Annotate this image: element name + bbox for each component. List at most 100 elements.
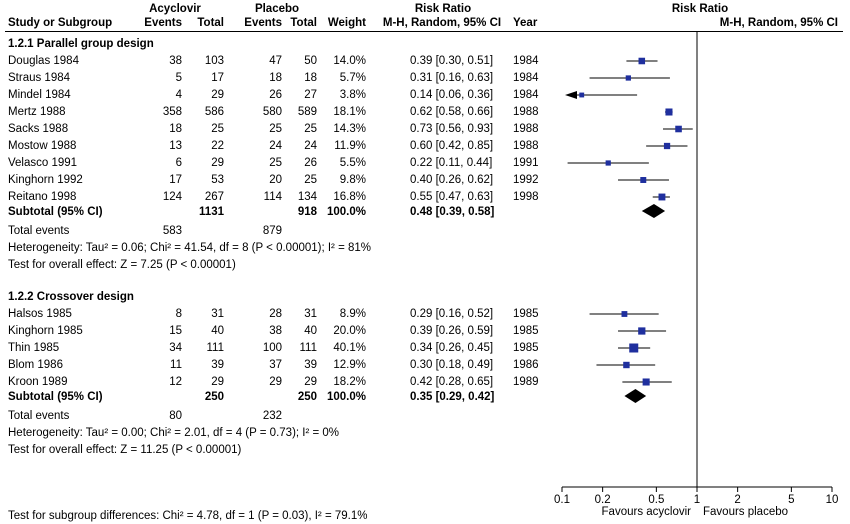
cell-e2: 38 [269,325,282,337]
cell-e1: 5 [175,72,182,84]
header-group1: Acyclovir [149,3,201,15]
cell-e1: 18 [169,123,182,135]
header-group2: Placebo [254,3,300,15]
cell-e1: 4 [175,89,182,101]
subtotal-ci: 0.35 [0.29, 0.42] [410,391,495,403]
cell-name: Halsos 1985 [8,308,72,320]
pooled-diamond [624,389,647,403]
cell-ci: 0.60 [0.42, 0.85] [410,140,494,152]
cell-e1: 34 [169,342,182,354]
cell-e2: 114 [263,191,282,203]
cell-n1: 40 [211,325,224,337]
x-tick-label: 1 [694,494,700,506]
cell-weight: 40.1% [333,342,366,354]
cell-n1: 586 [204,106,224,118]
cell-n1: 25 [211,123,224,135]
point-estimate-square [623,361,630,369]
cell-year: 1984 [513,55,539,67]
cell-ci: 0.55 [0.47, 0.63] [410,191,494,203]
cell-name: Mindel 1984 [8,89,71,101]
header-plot-effect: Risk Ratio [671,3,729,15]
cell-ci: 0.42 [0.28, 0.65] [410,376,494,388]
pooled-diamond [641,204,666,218]
total-events-e1: 80 [169,410,182,422]
favours-left-label: Favours acyclovir [602,506,692,518]
cell-year: 1989 [513,376,539,388]
point-estimate-square [642,378,650,386]
header-plot-method: M-H, Random, 95% CI [719,17,838,29]
header-rule [5,31,843,32]
cell-e2: 28 [269,308,282,320]
cell-ci: 0.39 [0.26, 0.59] [410,325,494,337]
cell-name: Kinghorn 1992 [8,174,83,186]
subtotal-n2: 250 [297,391,317,403]
point-estimate-square [625,75,631,81]
point-estimate-square [621,311,628,317]
cell-n1: 22 [211,140,224,152]
cell-weight: 3.8% [339,89,366,101]
cell-n2: 25 [304,174,317,186]
cell-name: Sacks 1988 [8,123,69,135]
cell-weight: 14.3% [333,123,366,135]
cell-n2: 27 [304,89,317,101]
cell-weight: 14.0% [333,55,366,67]
cell-weight: 9.8% [339,174,366,186]
cell-name: Thin 1985 [8,342,60,354]
cell-year: 1988 [513,140,539,152]
cell-year: 1998 [513,191,539,203]
cell-e2: 25 [269,157,282,169]
x-tick-label: 2 [734,494,740,506]
cell-name: Kinghorn 1985 [8,325,83,337]
cell-ci: 0.30 [0.18, 0.49] [410,359,494,371]
subtotal-n1: 1131 [199,206,224,218]
cell-n2: 39 [304,359,317,371]
cell-weight: 20.0% [333,325,366,337]
cell-year: 1991 [513,157,539,169]
cell-e1: 12 [169,376,182,388]
cell-weight: 18.2% [333,376,366,388]
cell-n1: 29 [211,376,224,388]
point-estimate-square [675,125,682,133]
cell-e2: 18 [269,72,282,84]
cell-e1: 124 [162,191,182,203]
heterogeneity-text: Heterogeneity: Tau² = 0.00; Chi² = 2.01,… [8,427,340,439]
cell-n2: 589 [297,106,317,118]
cell-ci: 0.39 [0.30, 0.51] [410,55,494,67]
cell-year: 1992 [513,174,539,186]
point-estimate-square [638,57,646,65]
cell-e1: 38 [169,55,182,67]
total-events-label: Total events [8,225,70,237]
subtotal-n2: 918 [297,206,317,218]
header-weight: Weight [327,17,366,29]
point-estimate-square [629,343,639,353]
subgroup-title: 1.2.1 Parallel group design [8,38,154,50]
cell-year: 1985 [513,325,539,337]
total-events-e2: 879 [262,225,282,237]
cell-ci: 0.29 [0.16, 0.52] [410,308,494,320]
cell-n2: 18 [304,72,317,84]
cell-e2: 26 [269,89,282,101]
cell-e1: 13 [169,140,182,152]
cell-e2: 29 [269,376,282,388]
cell-n2: 40 [304,325,317,337]
cell-ci: 0.34 [0.26, 0.45] [410,342,494,354]
subgroup-differences-text: Test for subgroup differences: Chi² = 4.… [8,510,368,522]
heterogeneity-text: Heterogeneity: Tau² = 0.06; Chi² = 41.54… [8,242,372,254]
cell-n2: 31 [304,308,317,320]
subtotal-label: Subtotal (95% CI) [8,391,103,403]
x-tick-label: 10 [826,494,839,506]
cell-year: 1984 [513,89,539,101]
favours-right-label: Favours placebo [703,506,788,518]
cell-ci: 0.31 [0.16, 0.63] [410,72,494,84]
cell-ci: 0.62 [0.58, 0.66] [410,106,494,118]
cell-name: Velasco 1991 [8,157,78,169]
cell-weight: 11.9% [334,140,366,152]
subtotal-n1: 250 [204,391,224,403]
cell-n1: 111 [206,342,224,354]
cell-e2: 100 [262,342,282,354]
header-total-1: Total [197,17,224,29]
cell-year: 1986 [513,359,539,371]
cell-n2: 111 [299,342,317,354]
cell-n1: 53 [211,174,224,186]
cell-n2: 25 [304,123,317,135]
